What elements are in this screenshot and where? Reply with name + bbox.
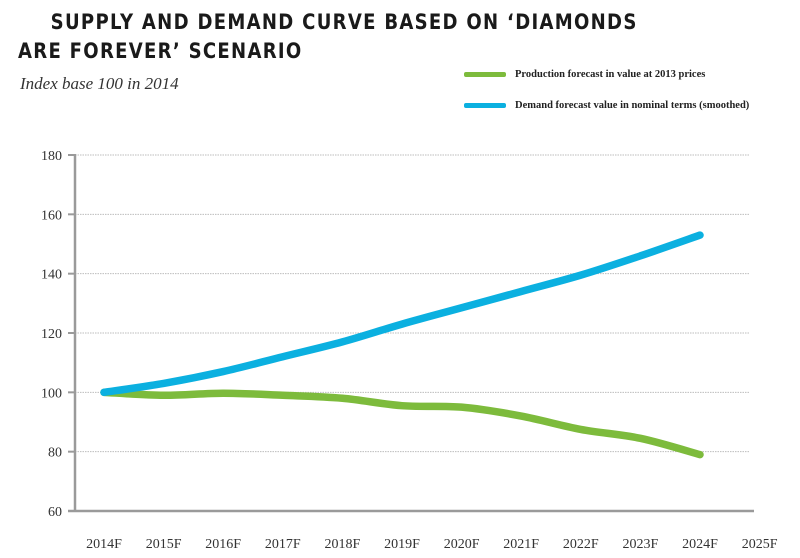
x-tick-label: 2015F [146,537,182,552]
legend-item-production: Production forecast in value at 2013 pri… [464,64,749,84]
x-tick-label: 2020F [444,537,480,552]
x-tick-label: 2014F [86,537,122,552]
y-tick-label: 120 [41,327,62,342]
legend-swatch-demand [464,102,506,108]
legend-label-demand: Demand forecast value in nominal terms (… [515,99,750,111]
x-tick-label: 2017F [265,537,301,552]
x-tick-label: 2019F [384,537,420,552]
y-tick-label: 140 [41,268,62,283]
series-line-demand [100,231,704,397]
y-tick-label: 100 [41,386,62,401]
x-tick-label: 2016F [205,537,241,552]
x-tick-label: 2022F [563,537,599,552]
x-tick-label: 2024F [682,537,718,552]
legend: Production forecast in value at 2013 pri… [464,64,749,126]
y-tick-label: 60 [48,505,62,520]
chart-subtitle: Index base 100 in 2014 [20,74,179,93]
legend-label-production: Production forecast in value at 2013 pri… [515,68,706,80]
x-tick-label: 2023F [623,537,659,552]
x-tick-label: 2018F [325,537,361,552]
x-tick-label: 2025F [742,537,778,552]
legend-swatch-production [464,71,506,77]
y-tick-label: 160 [41,208,62,223]
legend-item-demand: Demand forecast value in nominal terms (… [464,95,749,115]
y-tick-label: 80 [48,446,62,461]
chart-title: SUPPLY AND DEMAND CURVE BASED ON ‘DIAMON… [18,10,638,63]
x-tick-label: 2021F [503,537,539,552]
series-line-production [100,388,704,459]
y-tick-label: 180 [41,149,62,164]
